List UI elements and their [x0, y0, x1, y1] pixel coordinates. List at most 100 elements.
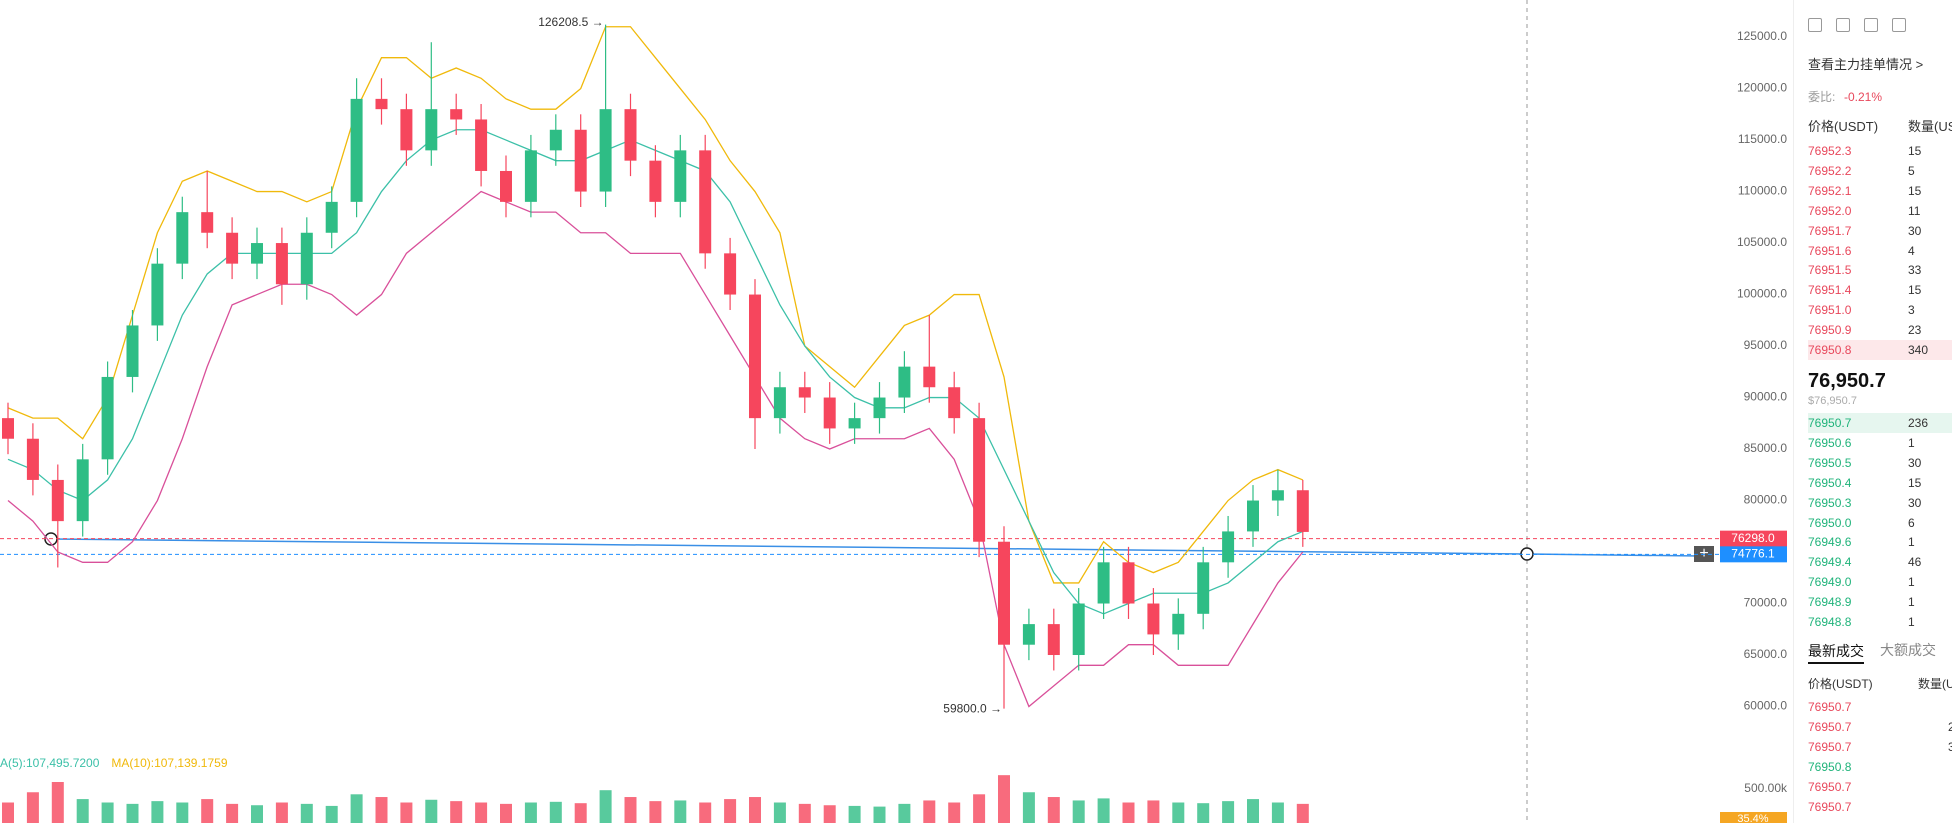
- volume-bar: [1047, 797, 1060, 823]
- volume-tick-label: 500.00k: [1744, 781, 1788, 795]
- y-tick-label: 95000.0: [1744, 338, 1788, 352]
- trade-row: 76950.7 3: [1808, 737, 1952, 757]
- badge-box: [1720, 812, 1787, 823]
- tab[interactable]: 大额成交: [1880, 642, 1936, 658]
- book-row: 76950.4 15: [1808, 473, 1952, 493]
- icon[interactable]: [1808, 18, 1822, 32]
- book-row: 76950.8 340: [1808, 340, 1952, 360]
- trade-qty: 3: [1948, 737, 1952, 757]
- tab[interactable]: 最新成交: [1808, 640, 1864, 664]
- book-row: 76951.6 4: [1808, 241, 1952, 261]
- candle-body: [400, 109, 413, 151]
- volume-bar: [624, 797, 637, 823]
- book-qty: 3: [1908, 303, 1915, 318]
- book-qty: 23: [1908, 323, 1922, 338]
- book-row: 76951.7 30: [1808, 221, 1952, 241]
- max-annotation: 126208.5 →: [538, 15, 603, 29]
- candle-body: [848, 418, 861, 429]
- volume-bar: [51, 782, 64, 823]
- trade-price: 76950.8: [1808, 760, 1852, 774]
- book-price: 76952.0: [1808, 203, 1852, 218]
- candle-body: [574, 129, 587, 192]
- icon[interactable]: [1836, 18, 1850, 32]
- candle-body: [176, 212, 189, 264]
- view-icons[interactable]: [1808, 18, 1906, 32]
- volume-bar: [1296, 803, 1309, 823]
- volume-bar: [201, 799, 214, 823]
- book-price: 76950.0: [1808, 515, 1852, 530]
- book-qty: 340: [1908, 343, 1929, 357]
- volume-bar: [848, 805, 861, 823]
- candle-body: [749, 294, 761, 419]
- volume-bar: [649, 801, 662, 823]
- book-price: 76950.4: [1808, 475, 1852, 490]
- ma-label: MA(5):107,495.7200: [0, 756, 100, 770]
- volume-bar: [400, 802, 413, 823]
- candle-body: [251, 243, 263, 264]
- icon[interactable]: [1892, 18, 1906, 32]
- volume-bar: [275, 802, 288, 823]
- candle-body: [973, 418, 986, 542]
- volume-bar: [226, 803, 239, 823]
- candle-body: [873, 397, 886, 419]
- candle-body: [1097, 562, 1110, 604]
- book-qty: 1: [1908, 595, 1915, 610]
- ratio-label: 委比:: [1808, 90, 1836, 104]
- candle-body: [948, 387, 961, 419]
- volume-bar: [251, 805, 263, 823]
- book-qty: 4: [1908, 243, 1915, 258]
- volume-bar: [1022, 792, 1035, 823]
- candle-body: [76, 459, 89, 522]
- book-price: 76951.4: [1808, 283, 1852, 298]
- candle-body: [126, 325, 139, 377]
- y-tick-label: 100000.0: [1737, 287, 1787, 301]
- volume-bar: [101, 802, 114, 823]
- candle-body: [26, 438, 39, 480]
- depth-link[interactable]: 查看主力挂单情况 >: [1808, 57, 1924, 72]
- ma-label: MA(10):107,139.1759: [111, 756, 227, 770]
- trade-price: 76950.7: [1808, 700, 1852, 714]
- trade-header: 价格(USDT) 数量(US: [1808, 674, 1952, 694]
- trade-price: 76950.7: [1808, 780, 1852, 794]
- last-price-usd: $76,950.7: [1808, 395, 1857, 407]
- candle-body: [375, 98, 388, 110]
- candle-body: [275, 243, 288, 285]
- candle-body: [51, 479, 64, 522]
- y-tick-label: 105000.0: [1737, 235, 1787, 249]
- volume-bar: [699, 802, 712, 823]
- candle-body: [1147, 603, 1160, 635]
- candle-body: [1247, 500, 1259, 532]
- y-tick-label: 70000.0: [1744, 596, 1788, 610]
- book-qty: 30: [1908, 495, 1922, 510]
- book-qty: 15: [1908, 183, 1922, 198]
- candle-body: [1022, 624, 1035, 645]
- book-qty: 15: [1908, 475, 1922, 490]
- book-price: 76948.9: [1808, 595, 1852, 610]
- book-qty: 33: [1908, 263, 1922, 278]
- chart: + 60000.065000.070000.075000.080000.0850…: [0, 0, 1788, 823]
- candle-body: [649, 160, 662, 202]
- candle-body: [724, 253, 737, 295]
- candle-body: [325, 201, 338, 233]
- candle-body: [300, 232, 313, 285]
- candle-body: [201, 212, 214, 233]
- book-row: 76951.4 15: [1808, 280, 1952, 300]
- book-row: 76951.0 3: [1808, 300, 1952, 320]
- icon[interactable]: [1864, 18, 1878, 32]
- volume-bar: [798, 803, 811, 823]
- trend-line[interactable]: [50, 538, 1701, 557]
- volume-bar: [2, 802, 14, 823]
- volume-bar: [574, 803, 587, 823]
- trade-row: 76950.7: [1808, 697, 1952, 717]
- candle-body: [1222, 531, 1235, 563]
- y-tick-label: 85000.0: [1744, 441, 1788, 455]
- trade-price: 76950.7: [1808, 740, 1852, 754]
- y-tick-label: 115000.0: [1738, 132, 1787, 146]
- volume-bar: [998, 775, 1010, 823]
- book-qty: 15: [1908, 144, 1922, 158]
- candle-body: [475, 119, 488, 171]
- book-row: 76950.9 23: [1808, 320, 1952, 340]
- book-qty: 1: [1908, 435, 1915, 450]
- y-tick-label: 90000.0: [1744, 390, 1788, 404]
- price-line-box: [1720, 530, 1787, 547]
